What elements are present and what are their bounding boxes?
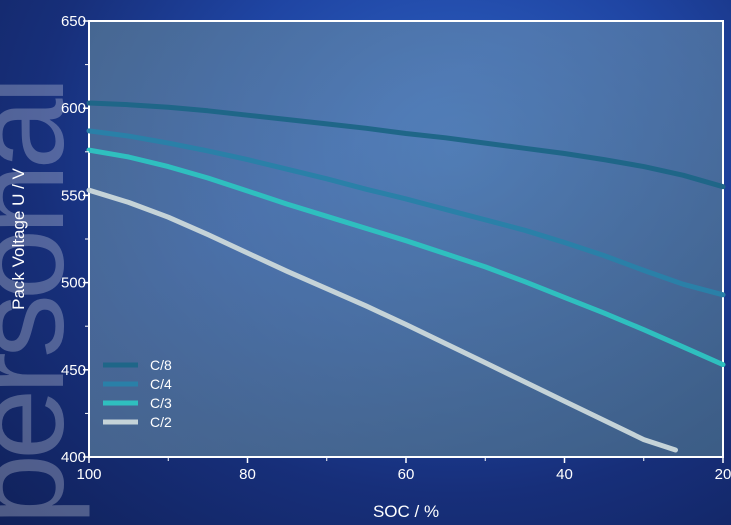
y-tick-label: 400 xyxy=(61,449,86,466)
x-tick-label: 100 xyxy=(76,466,101,483)
x-axis-title: SOC / % xyxy=(373,502,439,521)
y-tick-label: 550 xyxy=(61,187,86,204)
series-line-2 xyxy=(86,147,726,368)
ticks-layer: 100 80 60 40 20 400 450 500 550 600 650 xyxy=(61,13,731,483)
x-tick-label: 20 xyxy=(715,466,731,483)
x-tick-label: 80 xyxy=(239,466,256,483)
legend-label-3: C/2 xyxy=(150,414,172,430)
series-line-3 xyxy=(86,187,678,453)
series-line-0 xyxy=(86,100,726,190)
y-tick-label: 500 xyxy=(61,275,86,292)
legend-label-0: C/8 xyxy=(150,357,172,373)
y-axis-title: Pack Voltage U / V xyxy=(9,167,28,309)
x-tick-label: 40 xyxy=(556,466,573,483)
x-tick-label: 60 xyxy=(398,466,415,483)
legend-label-2: C/3 xyxy=(150,395,172,411)
legend: C/8 C/4 C/3 C/2 xyxy=(103,357,172,430)
series-line-1 xyxy=(86,128,726,298)
y-tick-label: 650 xyxy=(61,13,86,30)
series-layer xyxy=(86,100,726,453)
y-tick-label: 600 xyxy=(61,100,86,117)
legend-label-1: C/4 xyxy=(150,376,172,392)
y-tick-label: 450 xyxy=(61,362,86,379)
